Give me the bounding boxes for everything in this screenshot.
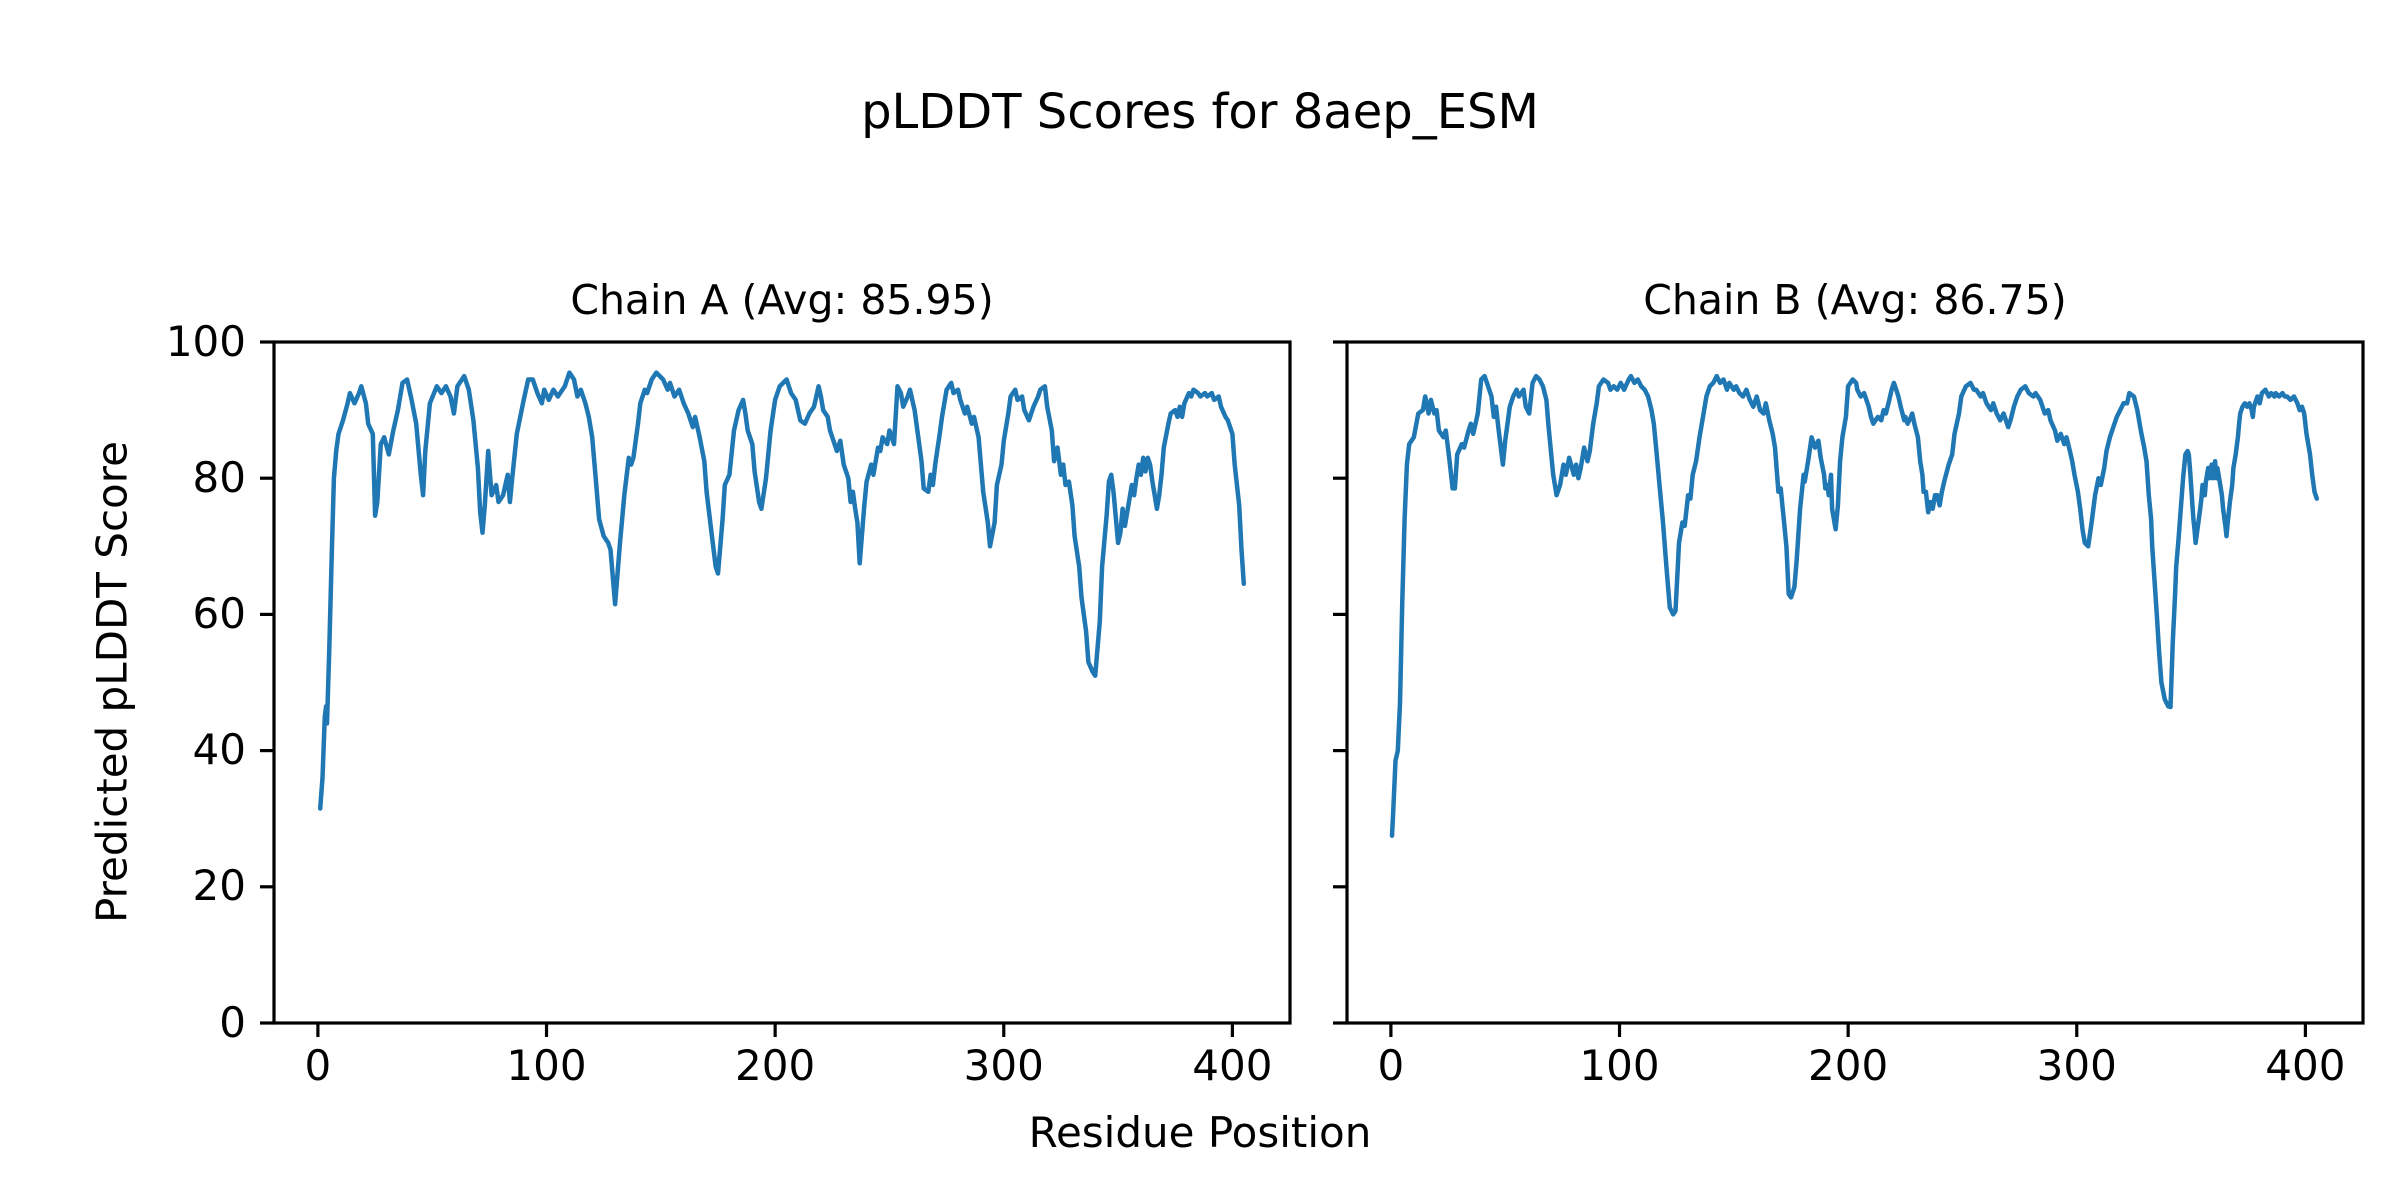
y-tick-label: 80 <box>192 452 246 502</box>
x-tick-label: 0 <box>1377 1040 1405 1090</box>
y-tick-label: 0 <box>219 997 246 1047</box>
x-tick-label: 400 <box>2265 1040 2346 1090</box>
subplot-chain-a-title: Chain A (Avg: 85.95) <box>570 275 994 324</box>
subplot-chain-b-title: Chain B (Avg: 86.75) <box>1643 275 2067 324</box>
axes-frame <box>1345 339 2365 1025</box>
y-tick-label: 100 <box>165 316 246 366</box>
x-tick-label: 300 <box>2036 1040 2117 1090</box>
x-axis-label: Residue Position <box>1028 1108 1372 1157</box>
x-tick-label: 400 <box>1192 1040 1273 1090</box>
x-tick-label: 200 <box>1808 1040 1889 1090</box>
line-plot-chain-a <box>260 339 1292 1037</box>
x-tick-label: 200 <box>735 1040 816 1090</box>
plddt-line-series <box>317 369 1247 811</box>
x-tick-label: 0 <box>304 1040 332 1090</box>
x-tick-label: 100 <box>1579 1040 1660 1090</box>
y-tick-label: 20 <box>192 861 246 911</box>
x-tick-label: 300 <box>963 1040 1044 1090</box>
plddt-line-series <box>1389 373 2320 838</box>
x-tick-label: 100 <box>506 1040 587 1090</box>
subplot-chain-b: Chain B (Avg: 86.75) 0 100 200 300 400 <box>1333 276 2365 1086</box>
subplot-chain-a: Chain A (Avg: 85.95) 0 100 200 300 400 0 20 40 6… <box>166 276 1292 1086</box>
axes-frame <box>272 339 1292 1025</box>
line-plot-chain-b <box>1333 339 2365 1037</box>
figure-title: pLDDT Scores for 8aep_ESM <box>861 84 1539 140</box>
y-tick-label: 40 <box>192 725 246 775</box>
y-axis-label: Predicted pLDDT Score <box>87 441 137 923</box>
y-tick-label: 60 <box>192 588 246 638</box>
